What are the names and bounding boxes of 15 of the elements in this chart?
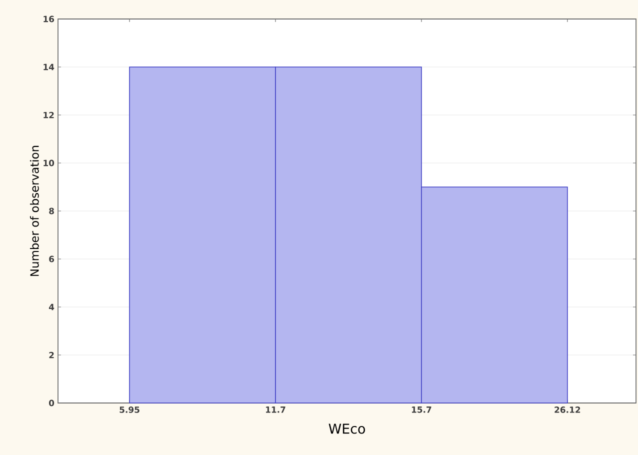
y-tick-label: 8 [49,208,54,214]
y-tick-label: 12 [44,112,54,118]
y-tick-label: 10 [44,160,54,166]
y-axis-title: Number of observation [30,146,39,276]
y-tick-label: 6 [49,256,54,262]
y-tick-label: 0 [48,400,54,406]
y-tick-label: 16 [44,16,54,22]
y-tick-label: 14 [44,64,54,70]
y-tick-label: 2 [49,352,54,358]
x-tick-label: 15.7 [412,406,432,413]
x-tick-label: 26.12 [554,406,580,413]
x-tick-label: 11.7 [266,406,286,413]
x-tick-label: 5.95 [120,406,140,413]
y-tick-label: 4 [48,304,54,310]
x-axis-title: WEco [328,424,365,434]
